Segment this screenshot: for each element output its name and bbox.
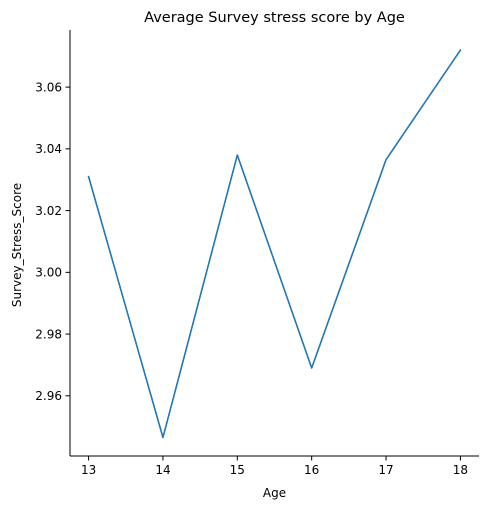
- y-tick-label: 2.96: [35, 389, 62, 403]
- x-ticks: 13 14 15 16 17 18: [81, 456, 468, 477]
- y-tick-label: 2.98: [35, 327, 62, 341]
- axes: [69, 30, 479, 457]
- x-tick-label: 13: [81, 463, 96, 477]
- y-tick-label: 3.06: [35, 80, 62, 94]
- y-tick-label: 3.00: [35, 266, 62, 280]
- x-axis-label: Age: [263, 486, 286, 500]
- y-tick-label: 3.02: [35, 204, 62, 218]
- series-line: [87, 48, 462, 439]
- chart-title: Average Survey stress score by Age: [144, 10, 405, 26]
- x-tick-label: 14: [155, 463, 170, 477]
- series-layer: [87, 48, 462, 439]
- y-tick-label: 3.04: [35, 142, 62, 156]
- y-ticks: 2.96 2.98 3.00 3.02 3.04 3.06: [35, 80, 70, 403]
- y-axis-label: Survey_Stress_Score: [10, 183, 24, 307]
- x-tick-label: 18: [453, 463, 468, 477]
- x-tick-label: 16: [304, 463, 319, 477]
- x-tick-label: 15: [230, 463, 245, 477]
- x-tick-label: 17: [378, 463, 393, 477]
